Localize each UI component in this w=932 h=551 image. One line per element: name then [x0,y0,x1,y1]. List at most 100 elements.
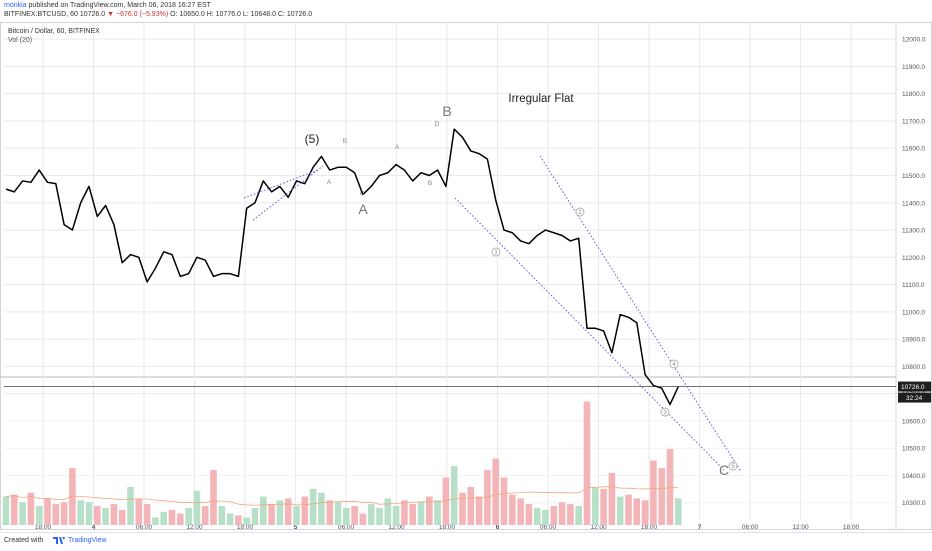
chart-header: monkia published on TradingView.com, Mar… [0,0,932,22]
volume-bar [517,498,524,525]
tradingview-link[interactable]: TradingView [68,537,107,544]
volume-bar [85,502,93,525]
wave-sublabel: B [428,180,432,187]
volume-bar [592,487,599,525]
publish-info: monkia published on TradingView.com, Mar… [4,2,211,9]
price-tick-label: 10800.0 [902,364,926,371]
price-tick-label: 10400.0 [902,473,926,480]
volume-bar [567,504,574,525]
volume-bar [135,498,143,525]
time-tick-label: 18:00 [439,524,456,531]
symbol-label: BITFINEX:BTCUSD, 60 [4,11,78,18]
wave-sublabel: A [327,179,332,186]
price-tick-label: 12000.0 [902,37,926,44]
price-change: ▼ −676.0 (−5.93%) [107,11,169,18]
last-price-label: 10726.0 [901,384,925,391]
wave-sublabel: C [360,190,365,197]
volume-bar [251,507,259,525]
volume-bar [550,506,558,525]
volume-bar [276,500,284,525]
time-tick-label: 4 [92,524,96,531]
volume-bar [44,498,51,525]
volume-bar [492,458,499,525]
time-tick-label: 12:00 [388,524,405,531]
volume-bar [359,513,367,525]
channel-line[interactable] [539,155,741,471]
channel-point-label: 2 [578,210,582,216]
volume-bar [376,507,383,525]
volume-bar [201,506,209,525]
volume-bar [235,515,242,525]
volume-bar [542,509,549,525]
time-tick-label: 06:00 [338,524,355,531]
created-with-text: Created with [4,537,44,544]
volume-bar [426,496,433,525]
volume-bar [118,509,126,525]
volume-bar [467,487,475,525]
volume-bar [650,460,657,525]
price-tick-label: 11300.0 [902,228,925,235]
time-tick-label: 06:00 [540,524,557,531]
price-line[interactable] [5,128,679,406]
volume-bar [52,504,60,525]
volume-bar [168,509,176,525]
volume-bar [243,517,250,525]
volume-bar [152,517,159,525]
symbol-info: BITFINEX:BTCUSD, 60 10726.0 ▼ −676.0 (−5… [4,11,312,18]
volume-bar [27,492,35,525]
channel-line[interactable] [243,169,319,199]
author-link[interactable]: monkia [4,2,27,9]
volume-bar [177,513,184,525]
price-tick-label: 11400.0 [902,200,925,207]
wave-label-B: B [442,103,451,119]
volume-bar [459,492,466,525]
volume-bar [384,498,392,525]
volume-bar [641,500,649,525]
volume-bar [509,494,516,525]
volume-bar [94,506,101,525]
price-tick-label: 11000.0 [902,309,925,316]
volume-bar [143,504,151,525]
volume-bar [625,494,632,525]
channel-point-marker [660,407,670,417]
time-tick-label: 18:00 [35,524,52,531]
channel-line[interactable] [252,165,324,221]
price-chart[interactable]: 12000.0 11900.0 11800.0 11700.0 11600.0 11500… [0,22,932,532]
volume-bar [11,494,18,525]
volume-bar [475,496,483,525]
volume-bar [218,506,226,525]
time-tick-label: 12:00 [186,524,203,531]
price-tick-label: 11800.0 [902,91,925,98]
volume-bar [110,504,118,525]
volume-bar [102,507,109,525]
channel-point-label: 5 [731,464,735,470]
price-tick-label: 10600.0 [902,418,926,425]
volume-bar [226,513,234,525]
volume-bar [210,469,217,525]
time-tick-label: 6 [496,524,500,531]
volume-bar [351,506,358,525]
price-tick-label: 11900.0 [902,64,925,71]
time-tick-label: 18:00 [843,524,860,531]
wave-label-C: C [719,462,729,478]
wave-sublabel: A [395,144,400,151]
volume-bar [558,502,566,525]
wave-sublabel: B [343,138,347,145]
volume-bar [392,506,400,525]
price-tick-label: 11700.0 [902,118,925,125]
volume-bar [293,506,300,525]
price-tick-label: 10900.0 [902,337,926,344]
volume-bar [633,498,641,525]
volume-bar [35,506,43,525]
volume-bar [301,496,309,525]
volume-bar [127,487,134,525]
volume-title: Vol (20) [8,37,32,44]
channel-point-label: 3 [663,410,667,416]
wave-sublabel: D [435,121,440,128]
price-tick-label: 10300.0 [902,500,926,507]
volume-bar [666,449,674,525]
channel-line[interactable] [454,197,725,471]
price-tick-label: 11200.0 [902,255,925,262]
time-tick-label: 06:00 [136,524,153,531]
wave-label-5: (5) [305,132,320,146]
